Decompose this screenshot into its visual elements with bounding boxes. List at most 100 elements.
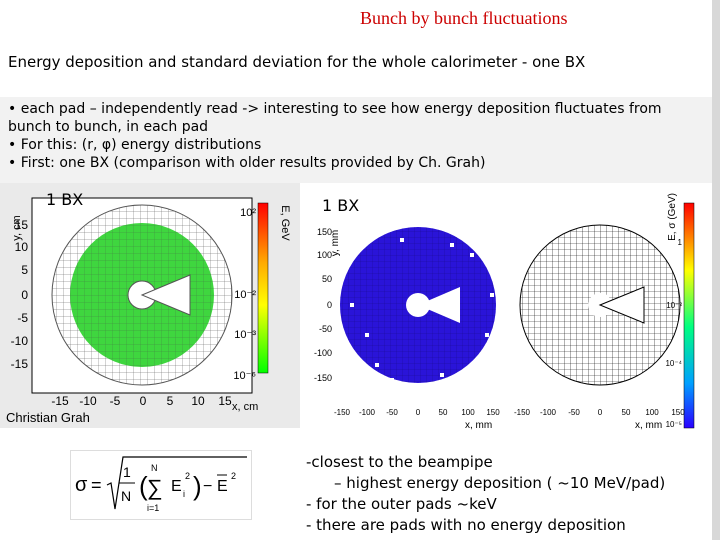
formula-minus: − <box>203 478 212 495</box>
right-energy-maps: y, mm x, mm x, mm E, σ (GeV) 150 100 50 … <box>314 193 695 431</box>
tick-label: -10 <box>79 394 97 408</box>
tick-label: 1 <box>678 238 683 247</box>
formula-term2: E <box>217 478 228 495</box>
formula-sum-lower: i=1 <box>147 503 159 513</box>
formula-numerator: 1 <box>123 464 131 480</box>
sigma-formula: σ = 1 N ( N ∑ i=1 E i 2 ) − E 2 <box>70 450 252 520</box>
tick-label: -150 <box>514 408 531 417</box>
bullet-item: • each pad – independently read -> inter… <box>8 101 662 135</box>
right-y-axis-label: y, mm <box>330 230 341 256</box>
tick-label: 5 <box>21 263 28 277</box>
right-x-ticks: -150 -100 -50 0 50 100 150 <box>334 408 500 417</box>
tick-label: 0 <box>598 408 603 417</box>
tick-label: 150 <box>671 408 685 417</box>
tick-label: 10 <box>191 394 205 408</box>
sigma-x-axis-label: x, mm <box>635 420 662 431</box>
slide-title: Bunch by bunch fluctuations <box>360 8 568 28</box>
tick-label: 10⁻⁴ <box>665 359 682 368</box>
tick-label: 0 <box>140 394 147 408</box>
formula-paren-close: ) <box>193 471 202 501</box>
tick-label: 100 <box>461 408 475 417</box>
left-color-scale <box>257 202 269 374</box>
formula-exp1: 2 <box>185 471 190 481</box>
tick-label: -150 <box>334 408 351 417</box>
left-z-axis-label: E, GeV <box>279 205 291 241</box>
formula-sum: ∑ <box>147 475 163 500</box>
bullet-item: • For this: (r, φ) energy distributions <box>8 137 262 153</box>
left-energy-map: y, cm x, cm E, GeV 15 10 5 0 -5 -10 -15 … <box>11 197 291 413</box>
tick-label: 10⁻² <box>666 301 682 310</box>
left-y-ticks: 15 10 5 0 -5 -10 -15 <box>11 218 29 371</box>
tick-label: 10 <box>15 240 29 254</box>
note-line: - there are pads with no energy depositi… <box>306 516 626 534</box>
tick-label: -15 <box>51 394 69 408</box>
right-z-ticks: 1 10⁻² 10⁻⁴ 10⁻⁵ <box>665 238 682 429</box>
tick-label: 50 <box>322 274 332 284</box>
tick-label: 150 <box>486 408 500 417</box>
right-z-axis-label: E, σ (GeV) <box>667 193 678 241</box>
note-line: - for the outer pads ~keV <box>306 495 497 513</box>
tick-label: 150 <box>317 227 332 237</box>
tick-label: -100 <box>314 348 332 358</box>
slide-edge-strip <box>712 0 720 540</box>
tick-label: -50 <box>319 324 332 334</box>
tick-label: 10⁻² <box>234 289 256 301</box>
formula-equals: = <box>91 475 102 495</box>
right-color-scale <box>683 202 695 429</box>
tick-label: 15 <box>15 218 29 232</box>
tick-label: 50 <box>622 408 631 417</box>
right-empty-pads <box>350 238 494 382</box>
formula-sum-upper: N <box>151 463 158 473</box>
left-y-axis-label: y, cm <box>11 215 23 240</box>
left-z-ticks: 10² 10⁻² 10⁻³ 10⁻⁶ <box>233 207 256 382</box>
tick-label: 10⁻³ <box>234 329 256 341</box>
tick-label: 15 <box>218 394 232 408</box>
left-cutout <box>140 274 191 316</box>
left-x-ticks: -15 -10 -5 0 5 10 15 <box>51 394 232 408</box>
note-line: -closest to the beampipe <box>306 453 493 471</box>
tick-label: 100 <box>645 408 659 417</box>
observation-notes: -closest to the beampipe – highest energ… <box>306 452 716 536</box>
tick-label: -15 <box>11 357 29 371</box>
tick-label: -5 <box>17 311 28 325</box>
tick-label: 0 <box>21 288 28 302</box>
formula-paren-open: ( <box>139 471 148 501</box>
tick-label: -50 <box>568 408 580 417</box>
tick-label: -150 <box>314 373 332 383</box>
right-cutout <box>418 287 460 323</box>
tick-label: 100 <box>317 250 332 260</box>
note-line: – highest energy deposition ( ~10 MeV/pa… <box>334 474 666 492</box>
formula-exp2: 2 <box>231 471 236 481</box>
tick-label: -100 <box>540 408 557 417</box>
title-bar <box>0 0 720 40</box>
formula-root-sign <box>106 456 247 510</box>
tick-label: -100 <box>359 408 376 417</box>
tick-label: 10⁻⁵ <box>666 420 682 429</box>
formula-term1: E <box>171 478 182 495</box>
right-plot-bx-label: 1 BX <box>322 196 360 215</box>
sigma-x-ticks: -150 -100 -50 0 50 100 150 <box>514 408 685 417</box>
tick-label: 0 <box>416 408 421 417</box>
left-plot-bx-label: 1 BX <box>46 190 84 209</box>
tick-label: -10 <box>11 334 29 348</box>
tick-label: 5 <box>167 394 174 408</box>
bullet-item: • First: one BX (comparison with older r… <box>8 155 486 171</box>
formula-graphic: σ = 1 N ( N ∑ i=1 E i 2 ) − E 2 <box>75 456 247 513</box>
bullet-panel <box>0 97 712 183</box>
tick-label: 10⁻⁶ <box>233 370 256 382</box>
tick-label: 10² <box>240 207 256 219</box>
tick-label: -50 <box>386 408 398 417</box>
tick-label: -5 <box>110 394 121 408</box>
left-x-axis-label: x, cm <box>232 401 258 413</box>
bullet-list: • each pad – independently read -> inter… <box>8 100 708 172</box>
tick-label: 0 <box>327 300 332 310</box>
tick-label: 50 <box>439 408 448 417</box>
sigma-cutout <box>598 286 645 324</box>
formula-sub1: i <box>183 489 185 499</box>
right-x-axis-label: x, mm <box>465 420 492 431</box>
formula-denominator: N <box>121 488 131 504</box>
plot-credit: Christian Grah <box>6 410 90 425</box>
slide-subtitle: Energy deposition and standard deviation… <box>8 53 586 71</box>
formula-sigma: σ <box>75 474 88 496</box>
right-y-ticks: 150 100 50 0 -50 -100 -150 <box>314 227 332 383</box>
